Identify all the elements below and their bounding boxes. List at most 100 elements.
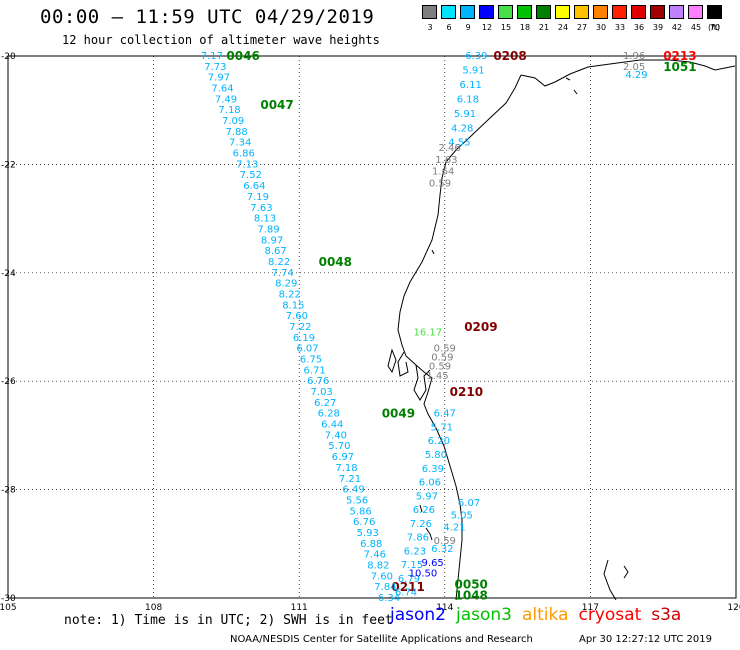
australia-coastline-north (520, 59, 736, 87)
satellite-legend: jason2 jason3 altika cryosat s3a (390, 605, 691, 625)
wave-height-reading: 0.59 (434, 344, 456, 355)
lat-tick-label: -30 (1, 594, 16, 604)
pass-label: 0208 (493, 49, 526, 63)
legend-swatch-39 (650, 5, 665, 19)
wave-height-reading: 6.07 (296, 344, 318, 355)
wave-height-reading: 7.60 (371, 571, 393, 582)
wave-height-reading: 5.70 (328, 441, 350, 452)
wave-height-reading: 6.06 (419, 478, 441, 489)
pass-label: 1048 (455, 588, 488, 602)
wave-height-reading: 6.19 (293, 333, 315, 344)
islet-2 (573, 89, 578, 95)
coastline (387, 59, 736, 601)
legend-swatch-36 (631, 5, 646, 19)
wave-height-reading: 6.39 (465, 51, 487, 62)
legend-label-6: 6 (446, 23, 452, 32)
legend-label-27: 27 (576, 23, 588, 32)
pass-label: 0047 (260, 98, 293, 112)
wave-height-reading: 7.74 (272, 268, 294, 279)
wave-height-reading: 6.76 (353, 517, 375, 528)
wave-height-reading: 2.46 (439, 143, 461, 154)
wave-height-reading: 6.27 (314, 398, 336, 409)
wave-height-reading: 8.67 (264, 246, 286, 257)
wave-height-reading: 7.89 (257, 224, 279, 235)
lat-tick-label: -20 (1, 52, 16, 62)
wave-height-reading: 7.26 (410, 519, 432, 530)
wave-height-reading: 6.32 (431, 544, 453, 555)
wave-height-reading: 7.15 (401, 560, 423, 571)
wave-height-reading: 6.44 (321, 420, 343, 431)
wave-height-reading: 5.56 (346, 495, 368, 506)
wave-height-reading: 7.46 (364, 550, 386, 561)
wave-height-reading: 7.84 (374, 582, 396, 593)
legend-swatch-45 (688, 5, 703, 19)
islet-3 (431, 249, 435, 255)
wave-height-reading: 4.55 (448, 138, 470, 149)
legend-label-42: 42 (671, 23, 683, 32)
legend-unit: (ft) (708, 23, 721, 32)
wave-height-reading: 0.59 (434, 536, 456, 547)
wave-height-reading: 2.05 (623, 62, 645, 73)
wave-height-reading: 0.59 (431, 353, 453, 364)
wave-height-reading: 6.28 (318, 409, 340, 420)
lat-tick-label: -28 (1, 486, 16, 496)
wave-height-reading: 4.28 (451, 123, 473, 134)
wave-height-reading: 7.49 (215, 94, 237, 105)
wave-height-reading: 5.91 (454, 109, 476, 120)
wave-height-reading: 7.09 (222, 116, 244, 127)
wave-height-reading: 8.29 (275, 279, 297, 290)
wave-height-reading: 6.23 (404, 546, 426, 557)
wave-height-reading: 6.76 (307, 376, 329, 387)
wave-height-reading: 9.65 (422, 558, 444, 569)
australia-coastline (397, 74, 522, 601)
legend-label-21: 21 (538, 23, 550, 32)
wave-height-reading: 0.59 (429, 178, 451, 189)
rottnest-area (603, 559, 617, 601)
wave-height-reading: 4.21 (443, 523, 465, 534)
legend-label-36: 36 (633, 23, 645, 32)
lat-tick-label: -22 (1, 160, 16, 170)
wave-height-reading: 1.64 (432, 167, 454, 178)
legend-label-70: 70 (709, 23, 721, 32)
wave-height-reading: 4.29 (625, 70, 647, 81)
wave-height-reading: 6.07 (458, 498, 480, 509)
wave-height-reading: 7.40 (325, 430, 347, 441)
wave-height-reading: 6.11 (460, 80, 482, 91)
wave-height-reading: 6.18 (457, 94, 479, 105)
lon-tick-label: 117 (582, 603, 599, 613)
wave-height-reading: 7.64 (211, 84, 233, 95)
wave-height-reading: 6.34 (378, 593, 400, 604)
lon-tick-label: 111 (291, 603, 308, 613)
wave-height-reading: 6.39 (422, 464, 444, 475)
pass-label: 0046 (226, 49, 259, 63)
legend-label-33: 33 (614, 23, 626, 32)
wave-height-reading: 5.71 (431, 422, 453, 433)
legend-swatch-21 (536, 5, 551, 19)
wave-height-reading: 7.13 (236, 159, 258, 170)
satellite-jason2: jason2 (390, 605, 446, 625)
legend-swatch-70 (707, 5, 722, 19)
wave-height-reading: 5.80 (425, 450, 447, 461)
wave-height-reading: 6.97 (332, 452, 354, 463)
wave-height-reading: 5.91 (462, 65, 484, 76)
credit-line: NOAA/NESDIS Center for Satellite Applica… (230, 634, 533, 645)
legend-swatch-12 (479, 5, 494, 19)
wave-height-reading: 6.47 (434, 409, 456, 420)
wave-height-reading: 7.52 (240, 170, 262, 181)
wave-height-reading: 6.20 (428, 436, 450, 447)
lon-tick-label: 105 (0, 603, 17, 613)
legend-swatch-6 (441, 5, 456, 19)
wave-height-reading: 8.97 (261, 235, 283, 246)
wave-height-reading: 6.26 (413, 505, 435, 516)
shark-bay-peninsula (397, 351, 409, 377)
wave-height-reading: 6.86 (233, 149, 255, 160)
legend-label-45: 45 (690, 23, 702, 32)
legend-label-9: 9 (465, 23, 471, 32)
lon-tick-label: 114 (436, 603, 453, 613)
wave-height-reading: 7.97 (208, 73, 230, 84)
wave-height-reading: 6.79 (398, 574, 420, 585)
shark-bay (413, 364, 431, 401)
abrolhos-islands (419, 504, 433, 541)
